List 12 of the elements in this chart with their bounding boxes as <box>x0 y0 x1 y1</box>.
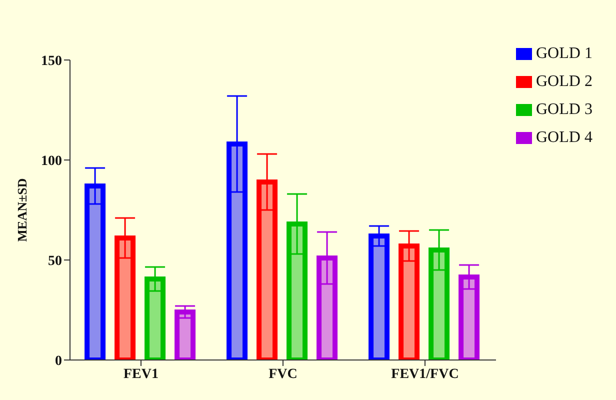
y-tick-label: 150 <box>41 54 62 69</box>
x-tick-label: FVC <box>268 366 298 382</box>
y-tick-label: 100 <box>41 154 62 169</box>
legend-label: GOLD 1 <box>536 45 592 62</box>
y-tick-label: 50 <box>48 254 62 269</box>
x-tick-label: FEV1/FVC <box>391 366 459 382</box>
legend-label: GOLD 4 <box>536 129 592 146</box>
legend-label: GOLD 2 <box>536 73 592 90</box>
x-tick-label: FEV1 <box>124 366 158 382</box>
y-tick-label: 0 <box>55 354 62 369</box>
y-axis-title: MEAN±SD <box>14 178 30 242</box>
legend-label: GOLD 3 <box>536 101 592 118</box>
